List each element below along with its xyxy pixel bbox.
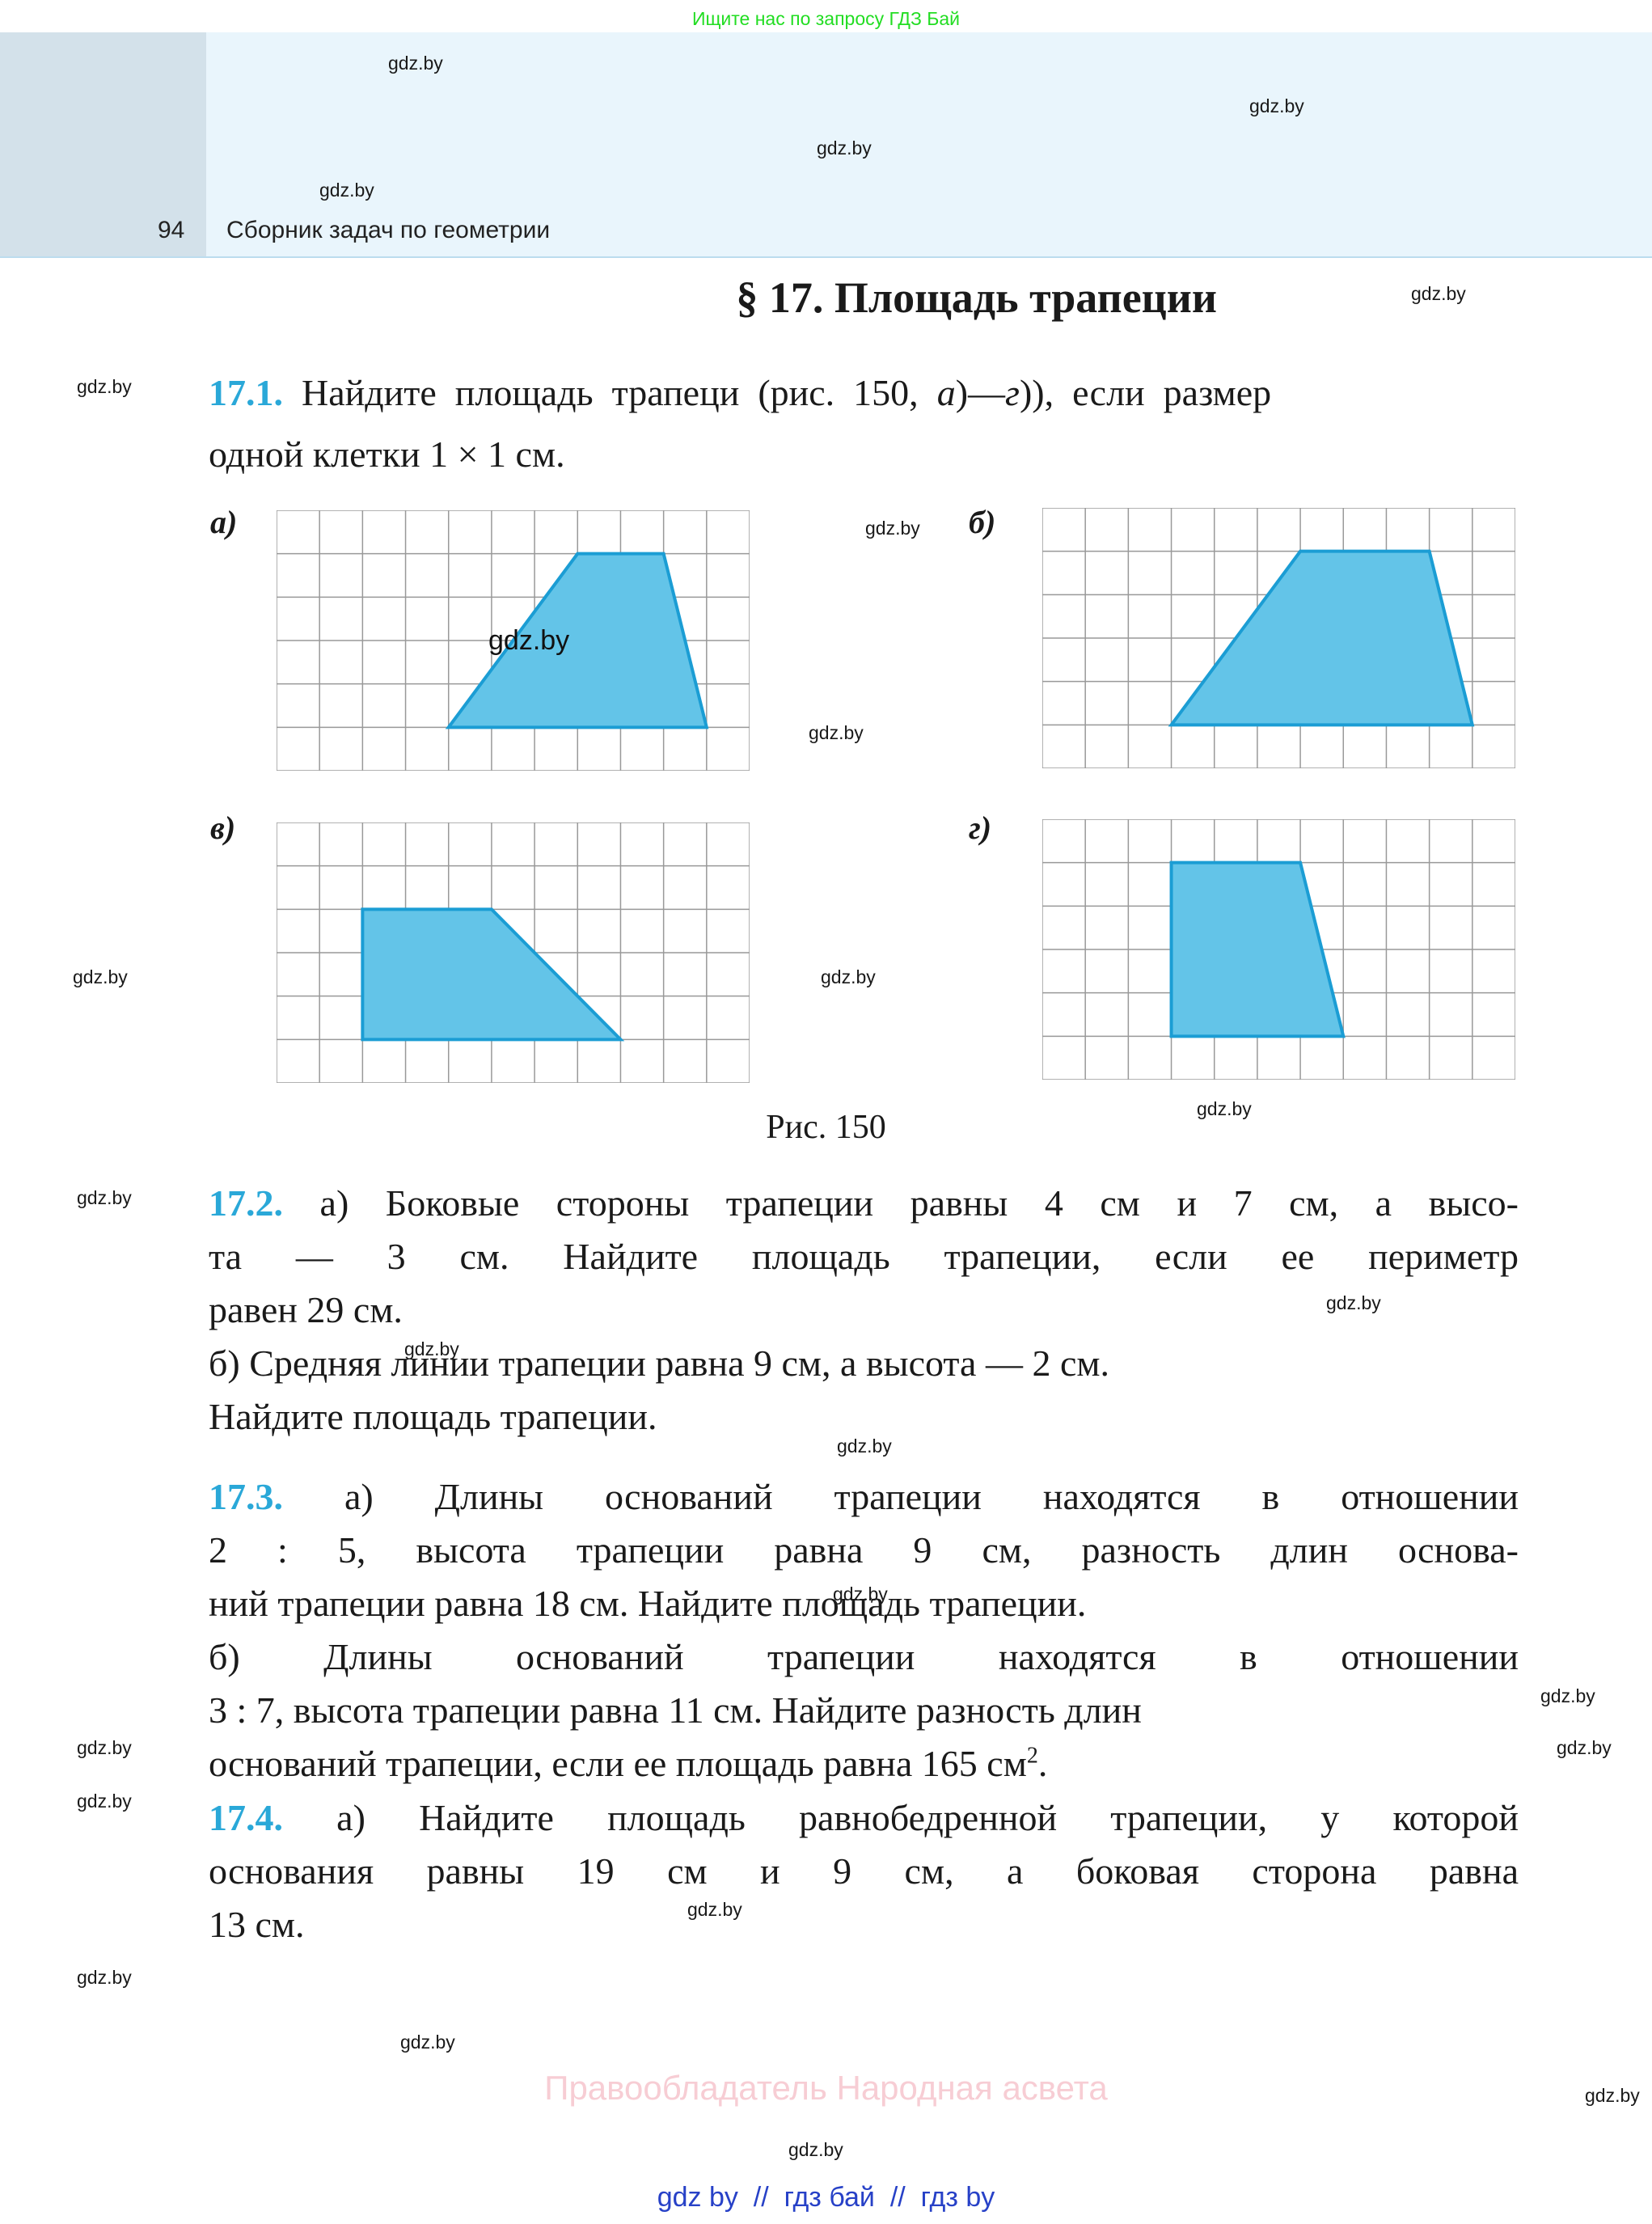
svg-text:gdz.by: gdz.by [488,625,569,656]
